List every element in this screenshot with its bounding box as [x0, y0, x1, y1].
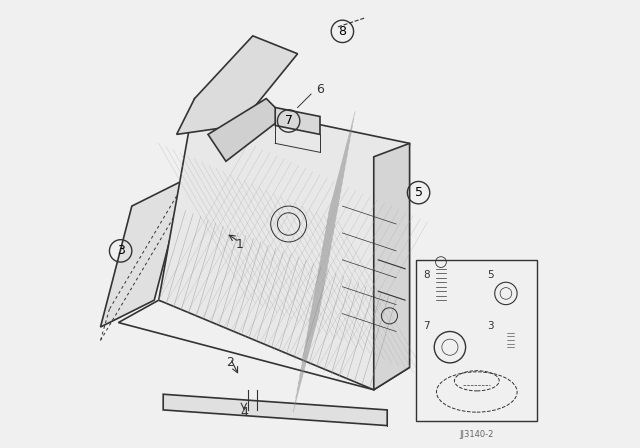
Polygon shape [177, 36, 298, 134]
Text: 5: 5 [415, 186, 422, 199]
Text: 1: 1 [236, 237, 243, 251]
Polygon shape [159, 99, 410, 390]
Text: 4: 4 [240, 405, 248, 419]
Text: 7: 7 [285, 114, 292, 128]
Text: 3: 3 [487, 321, 493, 331]
Polygon shape [163, 394, 387, 426]
Text: 3: 3 [116, 244, 125, 258]
Text: JJ3140-2: JJ3140-2 [460, 430, 494, 439]
Polygon shape [275, 108, 320, 134]
FancyBboxPatch shape [417, 260, 538, 421]
Polygon shape [374, 143, 410, 390]
Text: 5: 5 [487, 270, 493, 280]
Text: 8: 8 [423, 270, 429, 280]
Text: 2: 2 [227, 356, 234, 370]
Text: 7: 7 [423, 321, 429, 331]
Polygon shape [100, 179, 186, 327]
Text: 8: 8 [339, 25, 346, 38]
Polygon shape [208, 99, 284, 161]
Text: 6: 6 [316, 83, 324, 96]
